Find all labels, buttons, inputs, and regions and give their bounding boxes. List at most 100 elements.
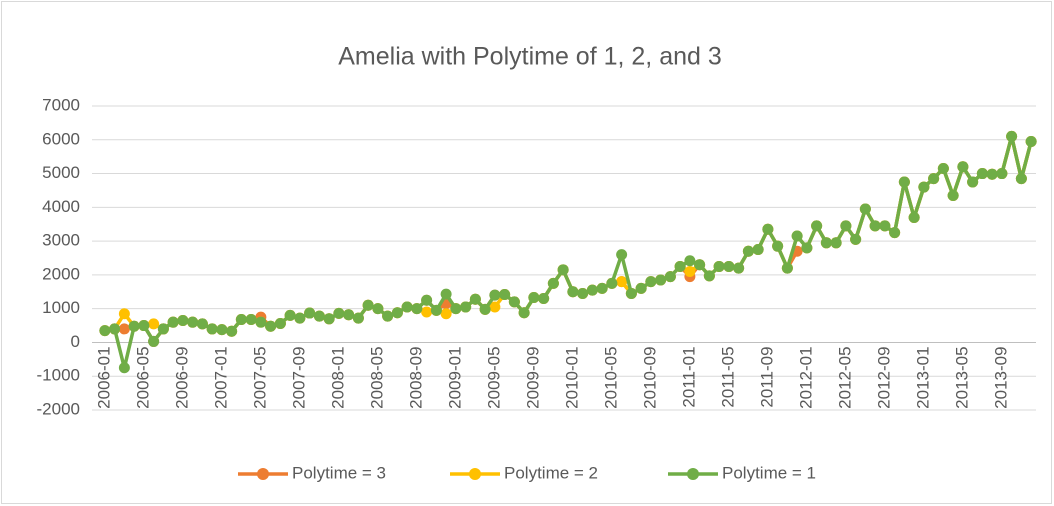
y-tick-label: -1000 xyxy=(37,366,80,385)
point xyxy=(294,312,306,324)
point xyxy=(567,286,579,298)
point xyxy=(489,301,501,313)
x-tick-label: 2009-09 xyxy=(523,346,542,408)
point xyxy=(664,271,676,283)
point xyxy=(976,168,988,180)
point xyxy=(421,306,433,318)
x-tick-label: 2011-09 xyxy=(757,346,776,407)
x-tick-label: 2011-01 xyxy=(679,346,698,407)
x-tick-label: 2013-01 xyxy=(913,346,932,408)
point xyxy=(684,255,696,267)
point xyxy=(957,161,969,173)
point xyxy=(469,293,481,305)
point xyxy=(703,270,715,282)
y-tick-label: 7000 xyxy=(42,95,80,114)
point xyxy=(928,173,940,185)
y-tick-label: 6000 xyxy=(42,129,80,148)
point xyxy=(547,277,559,289)
x-tick-label: 2008-09 xyxy=(406,346,425,408)
point xyxy=(304,307,316,319)
point xyxy=(391,307,403,319)
point xyxy=(518,307,530,319)
point xyxy=(157,323,169,335)
point xyxy=(440,308,452,320)
point xyxy=(1025,135,1037,147)
point xyxy=(206,323,218,335)
point xyxy=(274,318,286,330)
y-tick-label: 2000 xyxy=(42,264,80,283)
point xyxy=(167,316,179,328)
y-tick-label: 1000 xyxy=(42,298,80,317)
x-tick-label: 2011-05 xyxy=(718,346,737,407)
y-tick-label: 5000 xyxy=(42,163,80,182)
point xyxy=(586,284,598,296)
point xyxy=(606,277,618,289)
point xyxy=(616,249,628,261)
legend-marker xyxy=(257,468,269,480)
point xyxy=(713,260,725,272)
point xyxy=(440,288,452,300)
point xyxy=(128,320,140,332)
x-tick-label: 2010-09 xyxy=(640,346,659,408)
point xyxy=(284,309,296,321)
legend-marker xyxy=(687,468,699,480)
point xyxy=(118,323,130,335)
x-tick-label: 2006-09 xyxy=(172,346,191,408)
x-tick-label: 2012-09 xyxy=(874,346,893,408)
plot xyxy=(99,130,1037,374)
point xyxy=(811,220,823,232)
x-tick-label: 2006-01 xyxy=(94,346,113,408)
x-tick-label: 2009-05 xyxy=(484,346,503,408)
point xyxy=(694,259,706,271)
point xyxy=(187,316,199,328)
point xyxy=(109,323,121,335)
point xyxy=(460,301,472,313)
point xyxy=(772,240,784,252)
point xyxy=(645,276,657,288)
point xyxy=(625,287,637,299)
point xyxy=(869,220,881,232)
legend-marker xyxy=(469,468,481,480)
legend: Polytime = 3 Polytime = 2 Polytime = 1 xyxy=(238,463,816,482)
point xyxy=(830,237,842,249)
x-tick-label: 2006-05 xyxy=(133,346,152,408)
point xyxy=(781,262,793,274)
point xyxy=(723,260,735,272)
point xyxy=(118,308,130,320)
point xyxy=(879,220,891,232)
point xyxy=(850,233,862,245)
x-tick-label: 2009-01 xyxy=(445,346,464,408)
point xyxy=(616,276,628,288)
x-tick-label: 2007-05 xyxy=(250,346,269,408)
point xyxy=(557,264,569,276)
point xyxy=(947,190,959,202)
point xyxy=(752,244,764,256)
point xyxy=(742,245,754,257)
point xyxy=(99,325,111,337)
y-tick-label: -2000 xyxy=(37,399,80,418)
point xyxy=(762,223,774,235)
point xyxy=(499,288,511,300)
point xyxy=(479,303,491,315)
point xyxy=(733,262,745,274)
point xyxy=(138,320,150,332)
point xyxy=(255,316,267,328)
point xyxy=(489,289,501,301)
chart-title: Amelia with Polytime of 1, 2, and 3 xyxy=(338,43,722,71)
y-tick-label: 3000 xyxy=(42,231,80,250)
point xyxy=(674,260,686,272)
x-tick-label: 2008-01 xyxy=(328,346,347,408)
x-tick-label: 2012-05 xyxy=(835,346,854,408)
point xyxy=(343,309,355,321)
point xyxy=(352,312,364,324)
point xyxy=(918,181,930,193)
grid: -2000 -1000 0 1000 2000 3000 4000 5000 6000 7000 2… xyxy=(37,95,1036,418)
point xyxy=(840,220,852,232)
point xyxy=(577,287,589,299)
point xyxy=(362,299,374,311)
x-tick-label: 2007-09 xyxy=(289,346,308,408)
point xyxy=(245,313,257,325)
point xyxy=(148,335,160,347)
point xyxy=(196,318,208,330)
